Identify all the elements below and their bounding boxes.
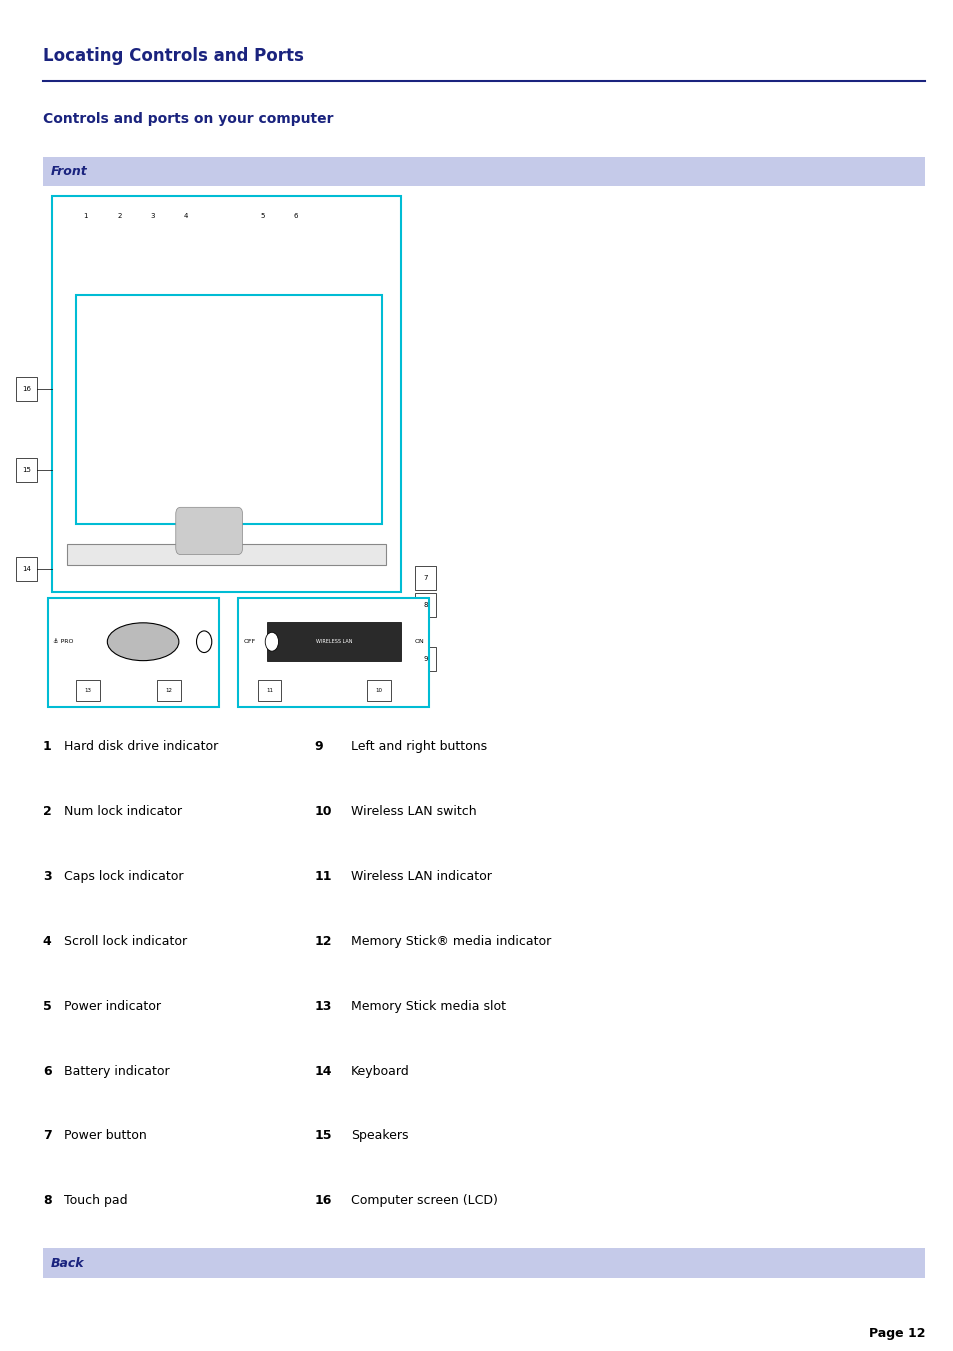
Text: 6: 6 [43,1065,51,1078]
Text: Wireless LAN indicator: Wireless LAN indicator [351,870,492,884]
FancyBboxPatch shape [283,234,308,263]
Text: 7: 7 [423,576,427,581]
Text: Memory Stick media slot: Memory Stick media slot [351,1000,505,1013]
Text: Speakers: Speakers [351,1129,408,1143]
FancyBboxPatch shape [76,680,100,701]
FancyBboxPatch shape [43,1248,924,1278]
FancyBboxPatch shape [415,566,436,590]
FancyBboxPatch shape [415,593,436,617]
Text: 5: 5 [43,1000,51,1013]
Text: Num lock indicator: Num lock indicator [64,805,182,819]
Text: 11: 11 [266,688,273,693]
FancyBboxPatch shape [238,598,429,707]
Text: 10: 10 [314,805,332,819]
Text: Battery indicator: Battery indicator [64,1065,170,1078]
Text: 6: 6 [294,213,297,219]
Text: 13: 13 [85,688,91,693]
Text: 14: 14 [314,1065,332,1078]
Text: 11: 11 [314,870,332,884]
Text: 12: 12 [314,935,332,948]
Circle shape [253,235,272,262]
FancyBboxPatch shape [71,211,224,274]
FancyBboxPatch shape [76,234,95,263]
Ellipse shape [107,623,178,661]
Text: Keyboard: Keyboard [351,1065,410,1078]
Text: 3: 3 [151,213,154,219]
Circle shape [265,632,278,651]
FancyBboxPatch shape [110,234,129,263]
FancyBboxPatch shape [267,623,400,661]
Text: OFF: OFF [243,639,255,644]
Text: Controls and ports on your computer: Controls and ports on your computer [43,112,334,126]
Text: 13: 13 [314,1000,332,1013]
FancyBboxPatch shape [175,508,242,555]
FancyBboxPatch shape [62,200,386,285]
Circle shape [196,631,212,653]
Text: 1: 1 [84,213,88,219]
Text: 4: 4 [184,213,188,219]
Text: 16: 16 [314,1194,332,1208]
Text: ⚓ PRO: ⚓ PRO [53,639,73,644]
Text: Hard disk drive indicator: Hard disk drive indicator [64,740,218,754]
FancyBboxPatch shape [143,234,162,263]
FancyBboxPatch shape [43,157,924,186]
Text: ON: ON [415,639,424,644]
Text: 14: 14 [22,566,31,571]
FancyBboxPatch shape [157,680,181,701]
Text: 4: 4 [43,935,51,948]
Text: Memory Stick® media indicator: Memory Stick® media indicator [351,935,551,948]
FancyBboxPatch shape [67,544,386,565]
Text: Front: Front [51,165,88,178]
Text: 3: 3 [43,870,51,884]
Text: 7: 7 [43,1129,51,1143]
Text: WIRELESS LAN: WIRELESS LAN [315,639,352,644]
Text: Left and right buttons: Left and right buttons [351,740,487,754]
FancyBboxPatch shape [176,234,195,263]
FancyBboxPatch shape [415,647,436,671]
FancyBboxPatch shape [16,377,37,401]
Text: 5: 5 [260,213,264,219]
Text: 8: 8 [43,1194,51,1208]
Text: 9: 9 [314,740,323,754]
Text: Computer screen (LCD): Computer screen (LCD) [351,1194,497,1208]
Text: Caps lock indicator: Caps lock indicator [64,870,183,884]
FancyBboxPatch shape [367,680,391,701]
FancyBboxPatch shape [16,458,37,482]
FancyBboxPatch shape [243,211,376,274]
Text: 15: 15 [314,1129,332,1143]
Text: Touch pad: Touch pad [64,1194,128,1208]
Text: Locating Controls and Ports: Locating Controls and Ports [43,47,303,65]
Text: 8: 8 [423,603,427,608]
Text: 12: 12 [166,688,172,693]
FancyBboxPatch shape [76,295,381,524]
Text: Wireless LAN switch: Wireless LAN switch [351,805,476,819]
Text: 10: 10 [375,688,382,693]
Text: 2: 2 [43,805,51,819]
Text: Back: Back [51,1256,84,1270]
FancyBboxPatch shape [257,680,281,701]
Text: Power button: Power button [64,1129,147,1143]
Text: 1: 1 [43,740,51,754]
FancyBboxPatch shape [48,598,219,707]
Text: Page 12: Page 12 [868,1327,924,1340]
Text: Power indicator: Power indicator [64,1000,161,1013]
Text: 15: 15 [22,467,31,473]
Text: 9: 9 [423,657,427,662]
Text: 16: 16 [22,386,31,392]
FancyBboxPatch shape [16,557,37,581]
Text: 2: 2 [117,213,121,219]
FancyBboxPatch shape [52,196,400,592]
Text: Scroll lock indicator: Scroll lock indicator [64,935,187,948]
